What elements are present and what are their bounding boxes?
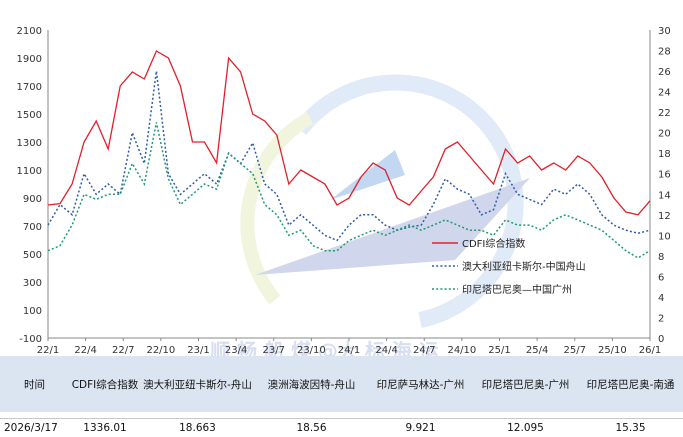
- x-tick-label: 24/1: [338, 345, 360, 356]
- table-row: 2026/3/17 1336.01 18.663 18.56 9.921 12.…: [0, 419, 683, 437]
- table-header-cell: 印尼塔巴尼奥-广州: [473, 356, 578, 412]
- legend-label: CDFI综合指数: [462, 237, 525, 250]
- legend-label: 印尼塔巴尼奥—中国广州: [462, 283, 572, 296]
- x-tick-label: 25/10: [598, 345, 627, 356]
- y-left-tick-label: 500: [23, 250, 42, 261]
- table-header-cell: 时间: [0, 356, 70, 412]
- y-left-tick-label: 1900: [17, 54, 42, 65]
- y-right-tick-label: 30: [658, 26, 671, 37]
- table-header-row: 时间 CDFI综合指数 澳大利亚纽卡斯尔-舟山 澳洲海波因特-舟山 印尼萨马林达…: [0, 356, 683, 412]
- y-right-tick-label: 6: [658, 272, 664, 283]
- y-left-tick-label: 1100: [17, 166, 42, 177]
- table-header-cell: 印尼塔巴尼奥-南通: [578, 356, 683, 412]
- y-right-tick-label: 10: [658, 231, 671, 242]
- table-cell: 1336.01: [70, 419, 140, 437]
- table-cell: 18.663: [140, 419, 255, 437]
- x-tick-label: 22/4: [74, 345, 96, 356]
- table-cell: 2026/3/17: [0, 419, 70, 437]
- y-right-tick-label: 4: [658, 293, 664, 304]
- table-header-cell: 印尼萨马林达-广州: [368, 356, 473, 412]
- table-cell: 15.35: [578, 419, 683, 437]
- x-tick-label: 23/1: [187, 345, 209, 356]
- y-left-tick-label: 2100: [17, 26, 42, 37]
- table-header-cell: CDFI综合指数: [70, 356, 140, 412]
- y-right-tick-label: 28: [658, 47, 671, 58]
- y-right-tick-label: 14: [658, 190, 671, 201]
- table-cell: 18.56: [255, 419, 368, 437]
- series-layer: [48, 51, 650, 258]
- x-tick-label: 22/1: [37, 345, 59, 356]
- x-tick-label: 24/4: [375, 345, 397, 356]
- x-tick-label: 25/7: [564, 345, 586, 356]
- y-right-tick-label: 22: [658, 108, 671, 119]
- legend-label: 澳大利亚纽卡斯尔-中国舟山: [462, 260, 586, 273]
- y-left-tick-label: 900: [23, 194, 42, 205]
- y-right-tick-label: 16: [658, 170, 671, 181]
- y-right-tick-label: 18: [658, 149, 671, 160]
- x-tick-label: 22/7: [112, 345, 134, 356]
- y-left-tick-label: -100: [19, 334, 42, 345]
- x-tick-label: 26/1: [639, 345, 661, 356]
- y-left-tick-label: 300: [23, 278, 42, 289]
- x-tick-label: 25/4: [526, 345, 548, 356]
- x-tick-label: 23/7: [263, 345, 285, 356]
- table-header-cell: 澳洲海波因特-舟山: [255, 356, 368, 412]
- table-header-cell: 澳大利亚纽卡斯尔-舟山: [140, 356, 255, 412]
- y-left-tick-label: 1300: [17, 138, 42, 149]
- x-tick-label: 23/4: [225, 345, 247, 356]
- y-right-tick-label: 20: [658, 129, 671, 140]
- y-right-tick-label: 0: [658, 334, 664, 345]
- chart-svg: 顺 畅 船 煤 @大 标 海 运 -1001003005007009001100…: [0, 0, 683, 356]
- watermark-logo: 顺 畅 船 煤 @大 标 海 运: [210, 83, 530, 356]
- x-tick-label: 23/10: [297, 345, 326, 356]
- y-left-tick-label: 1500: [17, 110, 42, 121]
- data-table: 时间 CDFI综合指数 澳大利亚纽卡斯尔-舟山 澳洲海波因特-舟山 印尼萨马林达…: [0, 356, 683, 437]
- x-tick-label: 25/1: [488, 345, 510, 356]
- y-right-tick-label: 2: [658, 313, 664, 324]
- x-tick-label: 22/10: [146, 345, 175, 356]
- table-cell: 9.921: [368, 419, 473, 437]
- table-cell: 12.095: [473, 419, 578, 437]
- y-left-tick-label: 700: [23, 222, 42, 233]
- y-right-tick-label: 26: [658, 67, 671, 78]
- x-tick-label: 24/7: [413, 345, 435, 356]
- y-right-tick-label: 8: [658, 252, 664, 263]
- y-left-tick-label: 1700: [17, 82, 42, 93]
- y-left-tick-label: 100: [23, 306, 42, 317]
- y-right-tick-label: 12: [658, 211, 671, 222]
- x-tick-label: 24/10: [447, 345, 476, 356]
- y-right-tick-label: 24: [658, 88, 671, 99]
